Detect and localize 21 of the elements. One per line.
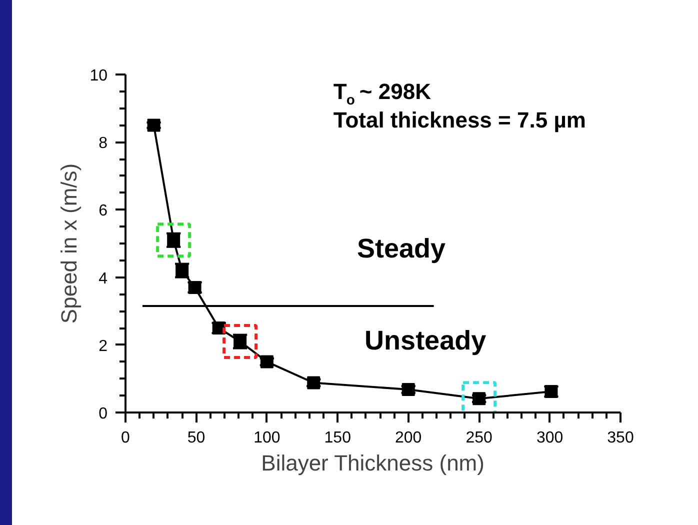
y-tick-label: 8 [98,135,108,152]
point [222,324,258,360]
x-tick-label: 0 [121,430,130,446]
y-tick-label: 4 [98,270,108,288]
x-tick-label: 200 [395,430,422,446]
y-axis-title: Speed in x (m/s) [56,163,82,324]
x-tick-label: 350 [607,430,634,446]
x-tick-label: 100 [254,430,280,446]
annotation: Unsteady [364,326,486,356]
y-tick-label: 2 [98,338,108,355]
x-tick-label: 300 [536,430,564,446]
x-tick-label: 250 [466,430,493,446]
x-tick-label: 150 [324,430,352,446]
x-axis-title: Bilayer Thickness (nm) [261,450,484,476]
annotation: Steady [357,234,446,264]
point [156,222,192,258]
y-tick-label: 0 [98,406,108,422]
y-tick-label: 6 [98,202,108,220]
y-tick-label: 10 [90,68,108,84]
x-tick-label: 50 [187,430,206,446]
annotation: Total thickness = 7.5 µm [333,108,586,133]
